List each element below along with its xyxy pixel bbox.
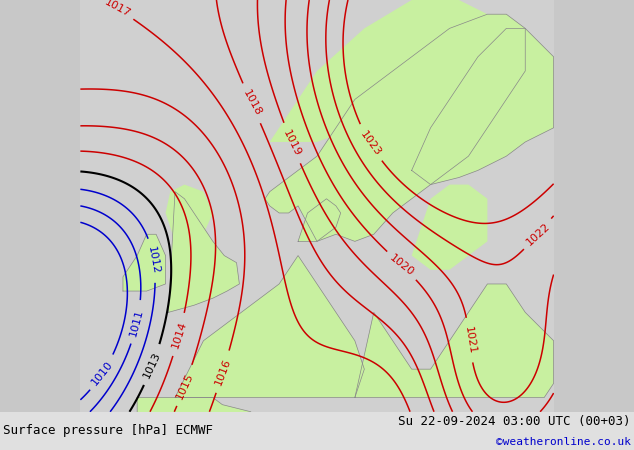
Polygon shape <box>123 234 165 291</box>
Text: 1012: 1012 <box>146 246 161 275</box>
Text: 1016: 1016 <box>213 357 233 387</box>
Text: 1018: 1018 <box>240 89 262 118</box>
Polygon shape <box>175 256 365 397</box>
Polygon shape <box>265 14 525 241</box>
Text: 1011: 1011 <box>129 307 145 337</box>
Text: 1023: 1023 <box>358 129 382 158</box>
Text: 1021: 1021 <box>462 325 477 355</box>
Text: 1015: 1015 <box>174 371 195 400</box>
Polygon shape <box>137 397 260 450</box>
Text: ©weatheronline.co.uk: ©weatheronline.co.uk <box>496 437 631 447</box>
Text: Su 22-09-2024 03:00 UTC (00+03): Su 22-09-2024 03:00 UTC (00+03) <box>398 415 631 428</box>
Text: 1019: 1019 <box>281 128 302 158</box>
Polygon shape <box>269 0 507 142</box>
Polygon shape <box>165 184 213 241</box>
Polygon shape <box>169 192 240 312</box>
Text: 1013: 1013 <box>142 350 163 380</box>
Text: 1014: 1014 <box>170 320 188 350</box>
Polygon shape <box>355 284 553 397</box>
Text: 1022: 1022 <box>524 221 552 248</box>
Text: 1010: 1010 <box>90 359 115 387</box>
Polygon shape <box>411 28 553 184</box>
Polygon shape <box>298 199 340 241</box>
Text: Surface pressure [hPa] ECMWF: Surface pressure [hPa] ECMWF <box>3 424 213 437</box>
Text: 1020: 1020 <box>387 253 416 278</box>
Text: 1017: 1017 <box>103 0 132 19</box>
Polygon shape <box>411 184 488 270</box>
